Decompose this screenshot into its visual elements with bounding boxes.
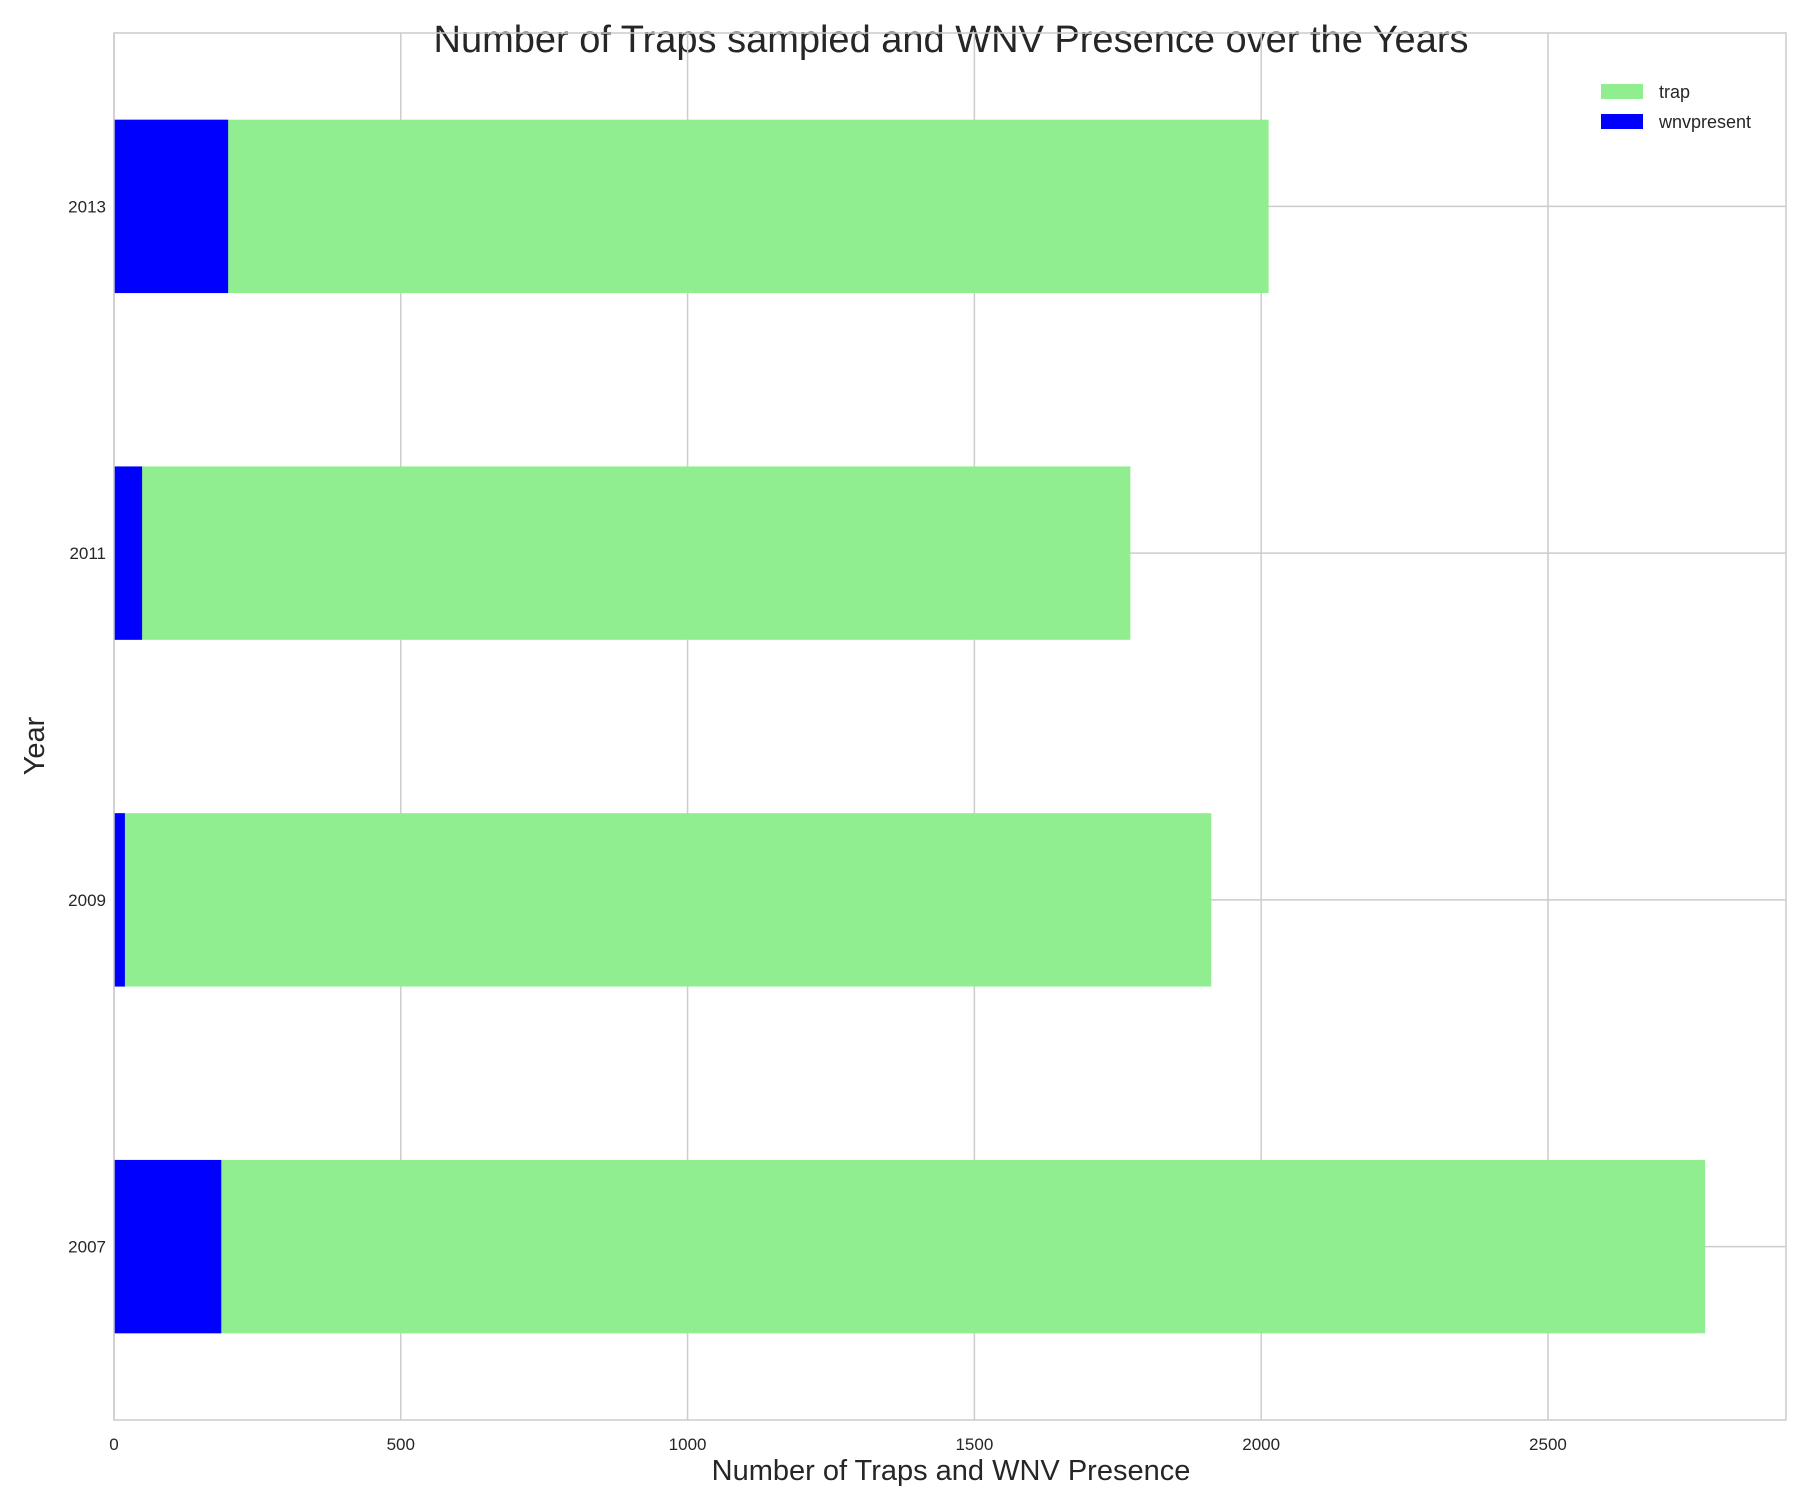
y-tick-label: 2007	[68, 1238, 106, 1257]
legend-swatch-wnvpresent	[1601, 114, 1643, 129]
bar-wnvpresent-2011	[114, 466, 143, 640]
x-tick-label: 500	[387, 1435, 415, 1454]
x-tick-label: 0	[109, 1435, 118, 1454]
y-tick-label: 2009	[68, 891, 106, 910]
bars	[114, 119, 1706, 1334]
plot-frame	[113, 32, 1787, 1421]
x-tick-label: 1500	[955, 1435, 993, 1454]
x-tick-label: 2500	[1529, 1435, 1567, 1454]
bar-wnvpresent-2007	[114, 1159, 222, 1334]
legend-swatch-trap	[1601, 84, 1643, 99]
bar-trap-2011	[114, 466, 1131, 640]
x-axis-label: Number of Traps and WNV Presence	[712, 1455, 1191, 1487]
legend: trap wnvpresent	[1601, 82, 1751, 132]
bar-wnvpresent-2013	[114, 119, 229, 294]
y-tick-label: 2013	[68, 197, 106, 216]
y-axis-label: Year	[19, 716, 51, 775]
legend-label-wnvpresent: wnvpresent	[1658, 112, 1751, 132]
bar-trap-2007	[114, 1159, 1706, 1334]
bar-wnvpresent-2009	[114, 813, 125, 987]
x-axis-ticks: 0 500 1000 1500 2000 2500	[109, 1435, 1567, 1454]
bar-trap-2009	[114, 813, 1212, 987]
y-tick-label: 2011	[69, 544, 106, 563]
x-tick-label: 1000	[669, 1435, 707, 1454]
chart-title: Number of Traps sampled and WNV Presence…	[434, 19, 1469, 61]
x-tick-label: 2000	[1242, 1435, 1280, 1454]
bar-trap-2013	[114, 119, 1269, 294]
legend-label-trap: trap	[1659, 82, 1690, 102]
y-axis-ticks: 2007 2009 2011 2013	[68, 197, 106, 1256]
